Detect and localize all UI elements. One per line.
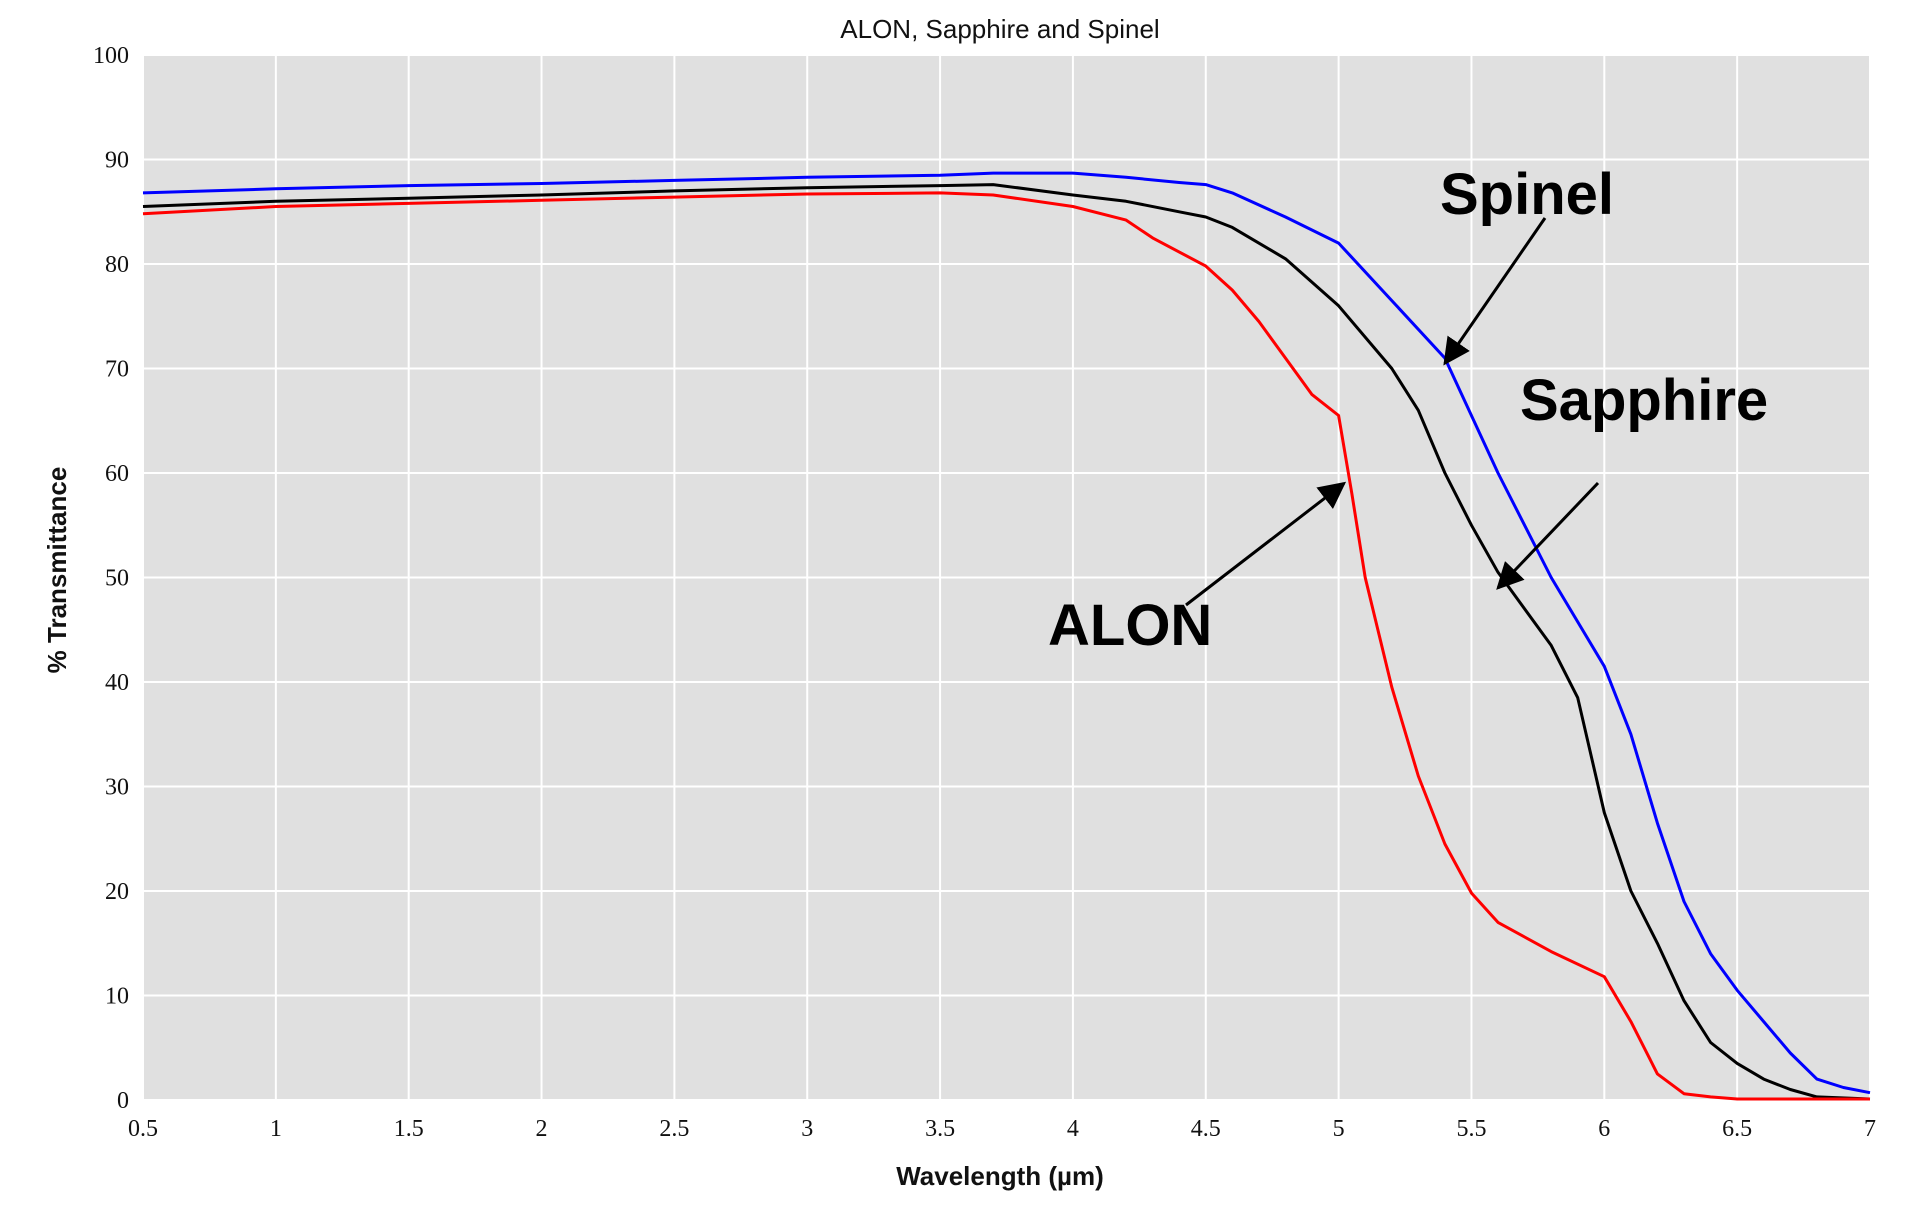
y-tick-label: 10 bbox=[105, 984, 129, 1010]
x-tick-label: 7 bbox=[1864, 1116, 1876, 1142]
series-line-alon bbox=[142, 191, 1870, 1101]
y-tick-label: 60 bbox=[105, 461, 129, 487]
x-tick-label: 4 bbox=[1067, 1116, 1079, 1142]
annotation-spinel: Spinel bbox=[1440, 162, 1614, 227]
y-tick-label: 70 bbox=[105, 357, 129, 383]
axis-ticks: 0.5 1 1.5 2 2.5 3 3.5 4 4.5 5 5.5 6 6.5 7010203040506… bbox=[93, 43, 1876, 1142]
x-tick-label: 4.5 bbox=[1191, 1116, 1221, 1142]
x-tick-label: 5.5 bbox=[1456, 1116, 1486, 1142]
x-tick-label: 6.5 bbox=[1722, 1116, 1752, 1142]
y-tick-label: 80 bbox=[105, 252, 129, 278]
gridlines bbox=[142, 54, 1871, 1101]
chart-title: ALON, Sapphire and Spinel bbox=[840, 14, 1159, 44]
y-tick-label: 90 bbox=[105, 148, 129, 174]
annotation-arrow-spinel bbox=[1443, 217, 1547, 366]
y-tick-label: 40 bbox=[105, 670, 129, 696]
series-line-spinel bbox=[142, 171, 1871, 1095]
x-tick-label: 1.5 bbox=[394, 1116, 424, 1142]
x-tick-label: 1 bbox=[270, 1116, 282, 1142]
x-tick-label: 3 bbox=[801, 1116, 813, 1142]
series-line-sapphire bbox=[142, 183, 1871, 1101]
y-tick-label: 50 bbox=[105, 566, 129, 592]
x-tick-label: 0.5 bbox=[128, 1116, 158, 1142]
x-axis-label: Wavelength (µm) bbox=[896, 1161, 1104, 1191]
annotation-alon: ALON bbox=[1048, 593, 1212, 658]
x-tick-label: 3.5 bbox=[925, 1116, 955, 1142]
annotation-arrow-alon bbox=[1185, 481, 1347, 607]
y-tick-label: 100 bbox=[93, 43, 129, 69]
annotation-arrow-sapphire bbox=[1496, 481, 1600, 590]
annotations: Spinel Sapphire ALON bbox=[1048, 162, 1768, 658]
x-tick-label: 6 bbox=[1598, 1116, 1610, 1142]
y-tick-label: 30 bbox=[105, 775, 129, 801]
series-lines bbox=[142, 171, 1871, 1101]
annotation-sapphire: Sapphire bbox=[1520, 368, 1768, 433]
y-tick-label: 20 bbox=[105, 879, 129, 905]
x-tick-label: 5 bbox=[1333, 1116, 1345, 1142]
x-tick-label: 2.5 bbox=[659, 1116, 689, 1142]
y-axis-label: % Transmittance bbox=[42, 467, 72, 674]
x-tick-label: 2 bbox=[536, 1116, 548, 1142]
y-tick-label: 0 bbox=[117, 1088, 129, 1114]
